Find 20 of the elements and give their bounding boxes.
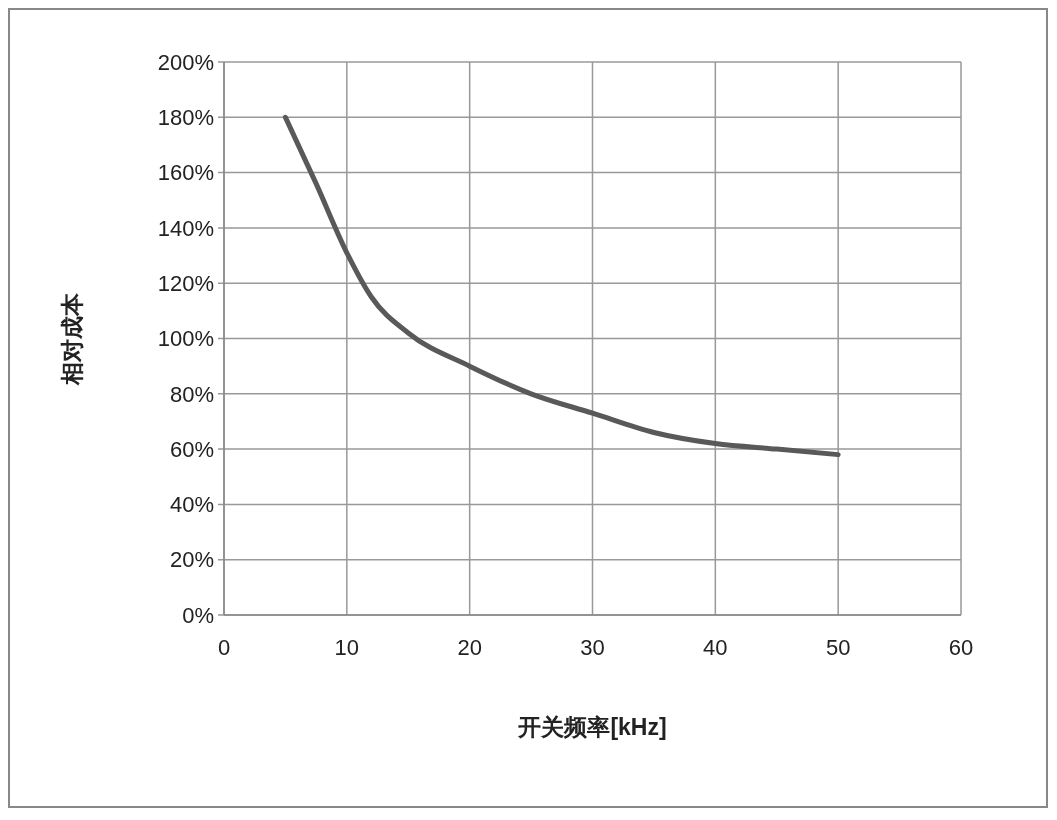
x-axis-title: 开关频率[kHz]: [517, 714, 667, 740]
y-tick-label: 200%: [157, 49, 214, 75]
y-tick-label: 60%: [169, 436, 214, 462]
y-tick-label: 20%: [169, 547, 214, 573]
x-tick-label: 40: [703, 635, 728, 660]
y-tick-label: 160%: [157, 160, 214, 186]
x-tick-label: 0: [217, 635, 231, 660]
y-tick-label: 100%: [157, 326, 214, 352]
y-tick-label: 120%: [157, 270, 214, 296]
y-tick-label: 180%: [157, 105, 214, 130]
x-tick-label: 50: [825, 635, 851, 660]
y-tick-label: 0%: [182, 602, 214, 628]
x-tick-label: 60: [948, 635, 974, 660]
y-tick-label: 80%: [169, 381, 214, 407]
y-axis-title: 相对成本: [59, 291, 85, 386]
x-tick-label: 10: [334, 635, 360, 660]
x-tick-label: 20: [457, 635, 482, 660]
y-tick-label: 40%: [169, 492, 214, 518]
y-tick-label: 140%: [157, 215, 214, 241]
x-tick-label: 30: [580, 635, 605, 660]
